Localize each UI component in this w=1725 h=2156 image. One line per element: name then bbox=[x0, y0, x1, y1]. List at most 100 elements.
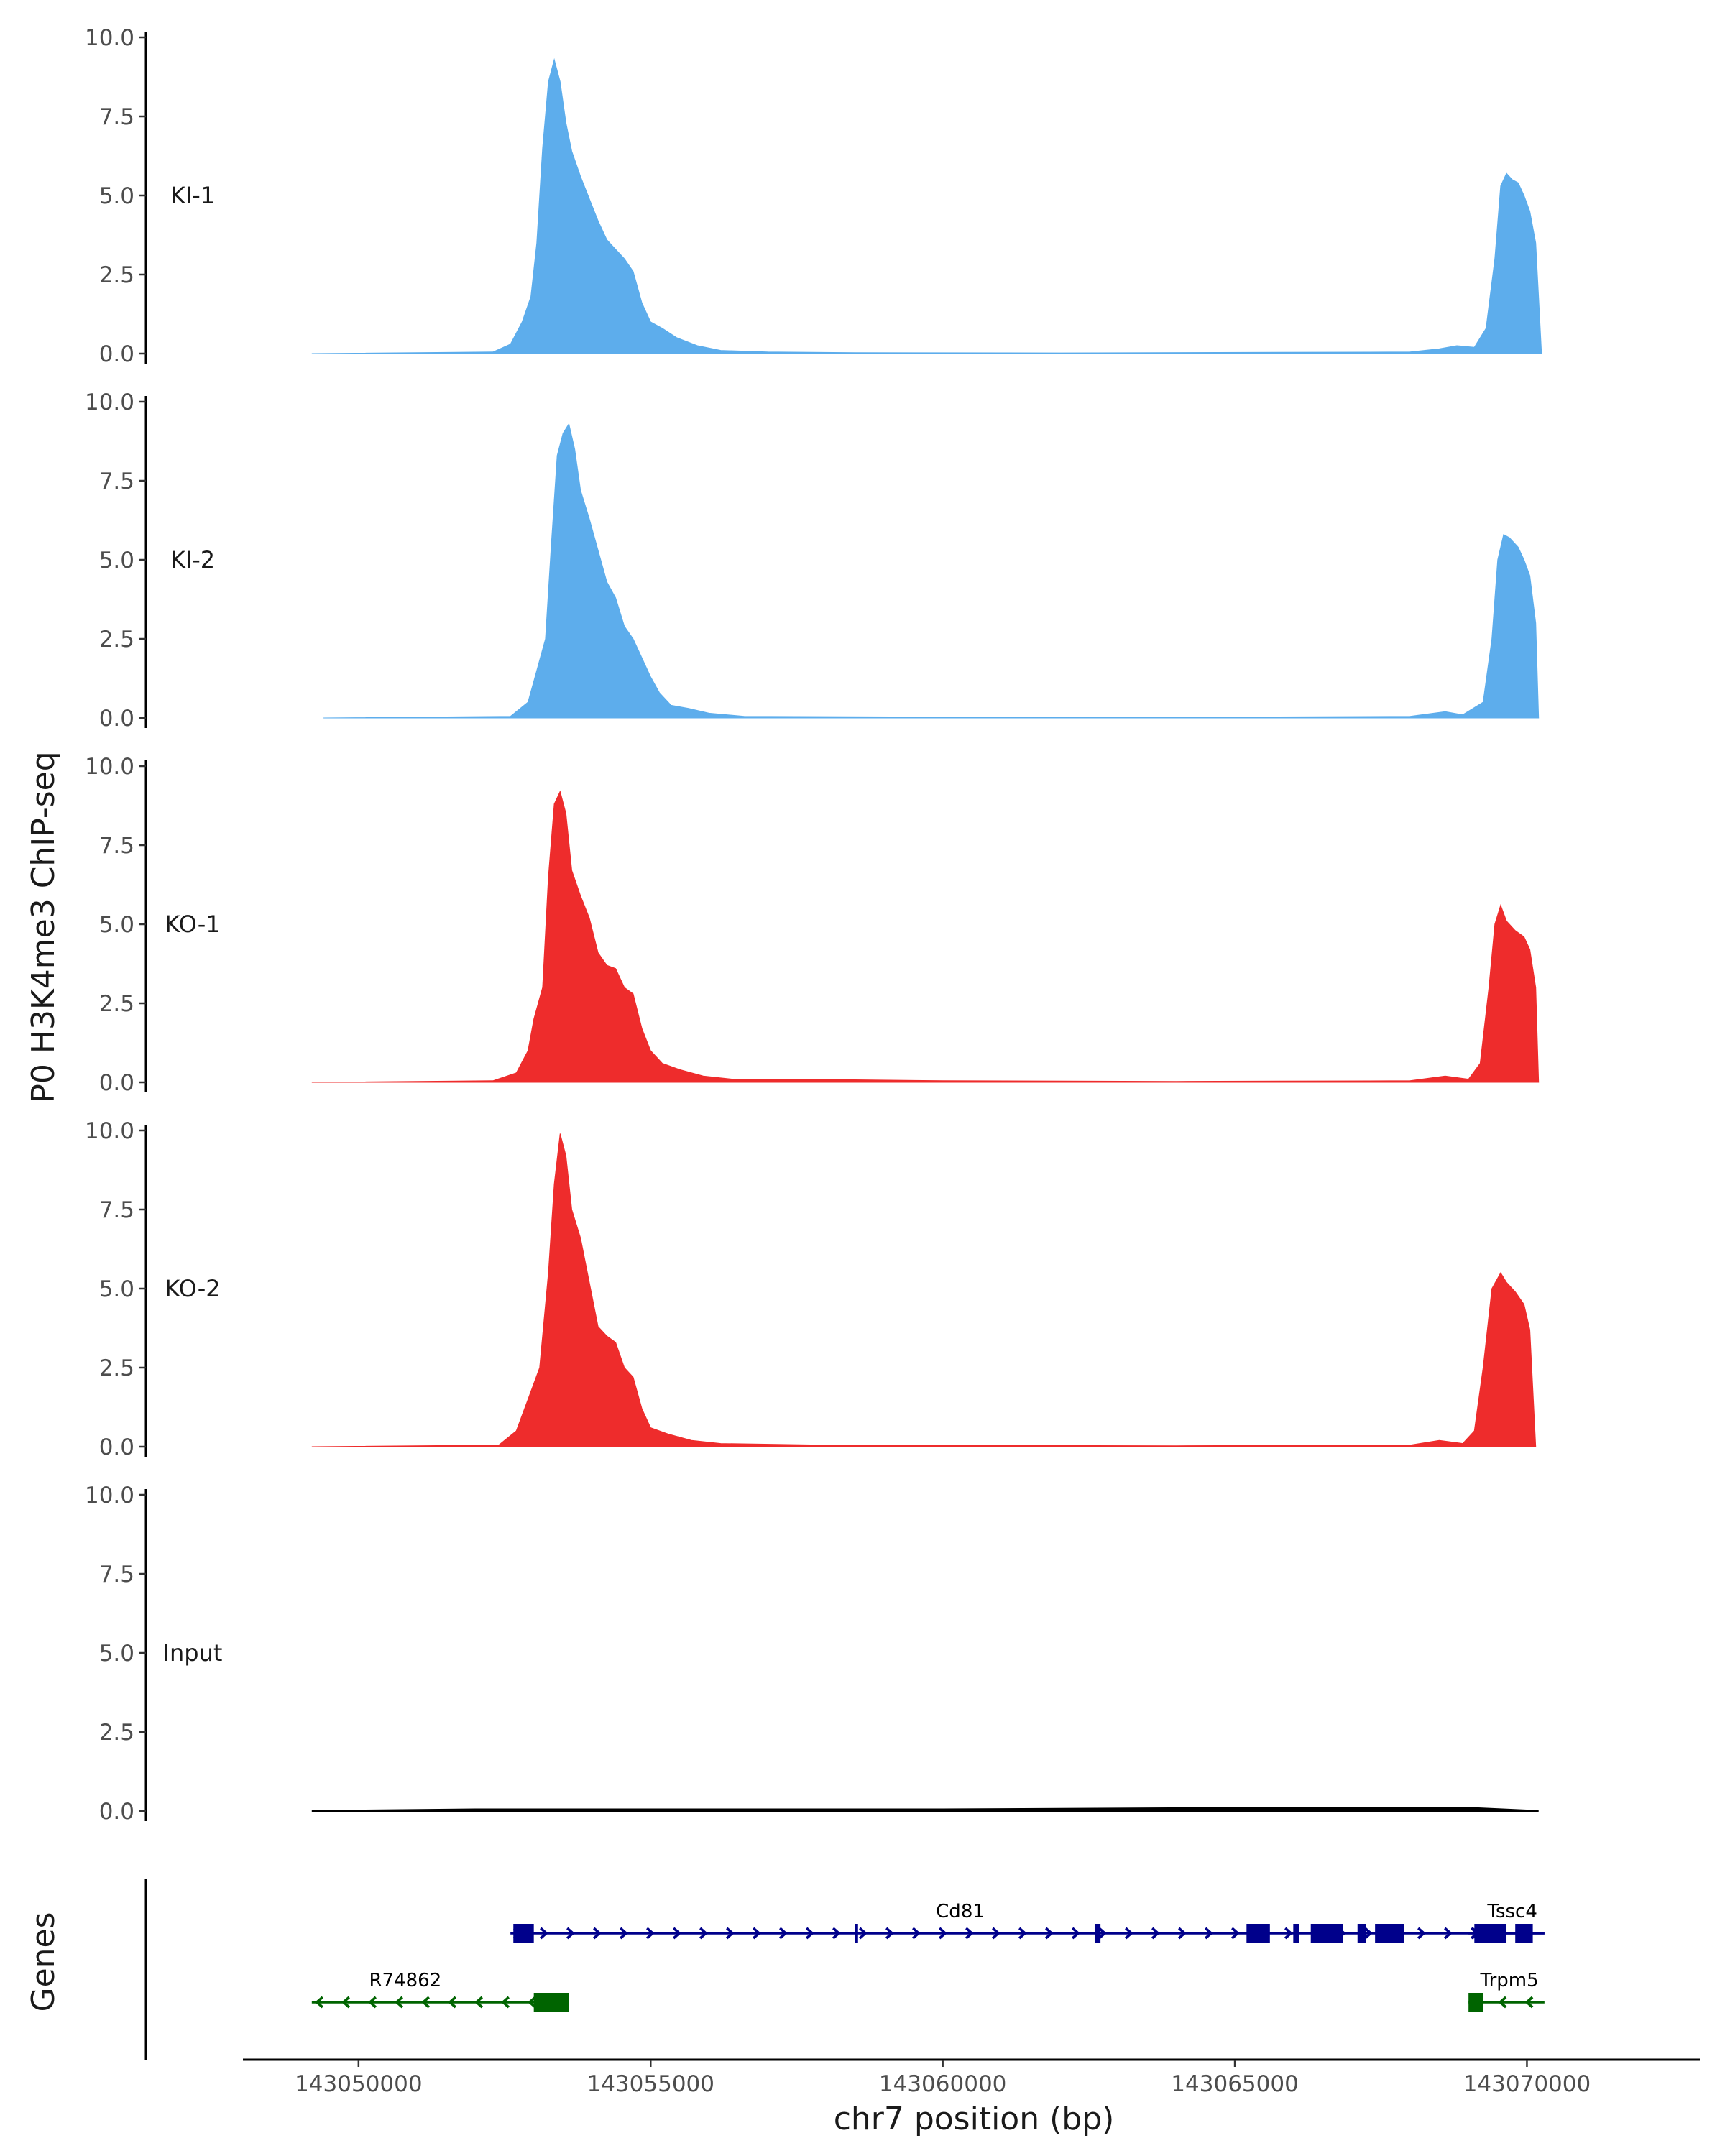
track-label-ko-2: KO-2 bbox=[165, 1275, 220, 1302]
strand-arrow-cd81 bbox=[699, 1927, 708, 1940]
strand-arrow-cd81 bbox=[673, 1927, 681, 1940]
y-tick-label-ki-1: 10.0 bbox=[85, 25, 134, 51]
strand-arrow-r74862 bbox=[421, 1996, 430, 2009]
signal-area-input bbox=[311, 1807, 1539, 1812]
signal-area-ko-2 bbox=[311, 1133, 1537, 1447]
track-label-ko-1: KO-1 bbox=[165, 911, 220, 938]
strand-arrow-cd81 bbox=[992, 1927, 1000, 1940]
gene-exon-trpm5 bbox=[1468, 1993, 1484, 2012]
strand-arrow-cd81 bbox=[1178, 1927, 1187, 1940]
strand-arrow-cd81 bbox=[1284, 1927, 1293, 1940]
strand-arrow-r74862 bbox=[341, 1996, 350, 2009]
strand-arrow-r74862 bbox=[448, 1996, 456, 2009]
y-tick-label-ko-1: 0.0 bbox=[99, 1070, 134, 1096]
strand-arrow-trpm5 bbox=[1498, 1996, 1507, 2009]
x-tick-label: 143060000 bbox=[879, 2071, 1007, 2097]
strand-arrow-r74862 bbox=[368, 1996, 377, 2009]
gene-trpm5: Trpm5 bbox=[1468, 1970, 1545, 2012]
y-tick-label-ki-2: 5.0 bbox=[99, 548, 134, 573]
genes-panel: Cd81 Tssc4 R74862 Trpm5 bbox=[144, 1879, 1545, 2060]
signal-area-ko-1 bbox=[311, 790, 1540, 1083]
strand-arrow-cd81 bbox=[1231, 1927, 1240, 1940]
gene-exon-cd81 bbox=[513, 1924, 534, 1943]
strand-arrow-cd81 bbox=[540, 1927, 548, 1940]
x-tick-label: 143055000 bbox=[586, 2071, 714, 2097]
track-label-ki-2: KI-2 bbox=[170, 546, 215, 573]
strand-arrow-cd81 bbox=[1045, 1927, 1054, 1940]
gene-exon-cd81 bbox=[1094, 1924, 1101, 1943]
gene-cd81: Cd81 bbox=[510, 1901, 1545, 1943]
strand-arrow-r74862 bbox=[474, 1996, 483, 2009]
strand-arrow-cd81 bbox=[1125, 1927, 1133, 1940]
y-tick-label-ko-1: 5.0 bbox=[99, 912, 134, 938]
strand-arrow-cd81 bbox=[1417, 1927, 1426, 1940]
gene-exon-cd81 bbox=[1310, 1924, 1343, 1943]
x-axis-title: chr7 position (bp) bbox=[834, 2101, 1115, 2137]
gene-exon-cd81 bbox=[1246, 1924, 1270, 1943]
y-tick-label-input: 10.0 bbox=[85, 1483, 134, 1508]
signal-area-ki-1 bbox=[311, 57, 1542, 354]
gene-exon-cd81 bbox=[1357, 1924, 1366, 1943]
strand-arrow-cd81 bbox=[1072, 1927, 1080, 1940]
gene-label-r74862: R74862 bbox=[369, 1970, 441, 1991]
track-ki-1: 0.0 2.5 5.0 7.5 10.0 KI-1 bbox=[85, 25, 1542, 367]
strand-arrow-cd81 bbox=[965, 1927, 974, 1940]
strand-arrow-r74862 bbox=[528, 1996, 536, 2009]
y-tick-label-input: 5.0 bbox=[99, 1641, 134, 1667]
strand-arrow-cd81 bbox=[779, 1927, 788, 1940]
strand-arrow-cd81 bbox=[1098, 1927, 1107, 1940]
gene-exon-cd81 bbox=[1375, 1924, 1404, 1943]
strand-arrow-cd81 bbox=[886, 1927, 894, 1940]
y-tick-label-input: 7.5 bbox=[99, 1562, 134, 1588]
gene-tssc4: Tssc4 bbox=[1468, 1901, 1545, 1943]
strand-arrow-cd81 bbox=[1364, 1927, 1373, 1940]
strand-arrow-cd81 bbox=[620, 1927, 628, 1940]
strand-arrow-r74862 bbox=[395, 1996, 403, 2009]
gene-label-cd81: Cd81 bbox=[936, 1901, 985, 1922]
strand-arrow-r74862 bbox=[315, 1996, 323, 2009]
strand-arrow-cd81 bbox=[646, 1927, 655, 1940]
y-tick-label-input: 2.5 bbox=[99, 1720, 134, 1746]
track-ko-1: 0.0 2.5 5.0 7.5 10.0 KO-1 bbox=[85, 754, 1540, 1096]
y-tick-label-ko-2: 7.5 bbox=[99, 1197, 134, 1223]
y-tick-label-ki-1: 2.5 bbox=[99, 262, 134, 288]
y-tick-label-ko-2: 0.0 bbox=[99, 1434, 134, 1460]
strand-arrow-trpm5 bbox=[1524, 1996, 1534, 2009]
track-ko-2: 0.0 2.5 5.0 7.5 10.0 KO-2 bbox=[85, 1118, 1537, 1460]
strand-arrow-cd81 bbox=[832, 1927, 841, 1940]
track-label-input: Input bbox=[163, 1639, 223, 1667]
gene-exon-r74862 bbox=[533, 1993, 569, 2012]
track-ki-2: 0.0 2.5 5.0 7.5 10.0 KI-2 bbox=[85, 390, 1540, 732]
strand-arrow-cd81 bbox=[753, 1927, 761, 1940]
gene-exon-cd81 bbox=[1293, 1924, 1300, 1943]
x-tick-label: 143065000 bbox=[1171, 2071, 1299, 2097]
y-tick-label-input: 0.0 bbox=[99, 1799, 134, 1825]
y-tick-label-ko-1: 10.0 bbox=[85, 754, 134, 780]
y-tick-label-ko-1: 2.5 bbox=[99, 991, 134, 1017]
strand-arrow-cd81 bbox=[939, 1927, 947, 1940]
y-tick-label-ko-2: 5.0 bbox=[99, 1276, 134, 1302]
strand-arrow-cd81 bbox=[593, 1927, 602, 1940]
gene-exon-cd81 bbox=[855, 1924, 858, 1943]
strand-arrow-cd81 bbox=[566, 1927, 575, 1940]
y-tick-label-ki-2: 0.0 bbox=[99, 706, 134, 732]
y-tick-label-ki-1: 5.0 bbox=[99, 183, 134, 209]
strand-arrow-cd81 bbox=[806, 1927, 814, 1940]
strand-arrow-cd81 bbox=[859, 1927, 868, 1940]
y-axis-title: P0 H3K4me3 ChIP-seq bbox=[25, 751, 62, 1102]
y-tick-label-ki-1: 7.5 bbox=[99, 104, 134, 130]
signal-area-ki-2 bbox=[323, 423, 1540, 719]
strand-arrow-cd81 bbox=[726, 1927, 735, 1940]
strand-arrow-cd81 bbox=[1205, 1927, 1213, 1940]
y-tick-label-ki-1: 0.0 bbox=[99, 341, 134, 367]
signal-tracks: 0.0 2.5 5.0 7.5 10.0 KI-1 0.0 2.5 5.0 7.5 10.0 KI-2… bbox=[85, 25, 1542, 1825]
x-tick-label: 143070000 bbox=[1463, 2071, 1591, 2097]
y-tick-label-ki-2: 7.5 bbox=[99, 469, 134, 494]
y-tick-label-ko-1: 7.5 bbox=[99, 833, 134, 859]
y-tick-label-ko-2: 10.0 bbox=[85, 1118, 134, 1144]
gene-exon-tssc4 bbox=[1515, 1924, 1533, 1943]
genes-axis-title: Genes bbox=[25, 1912, 62, 2012]
strand-arrow-r74862 bbox=[501, 1996, 510, 2009]
y-tick-label-ki-2: 2.5 bbox=[99, 627, 134, 653]
gene-label-trpm5: Trpm5 bbox=[1480, 1970, 1539, 1991]
